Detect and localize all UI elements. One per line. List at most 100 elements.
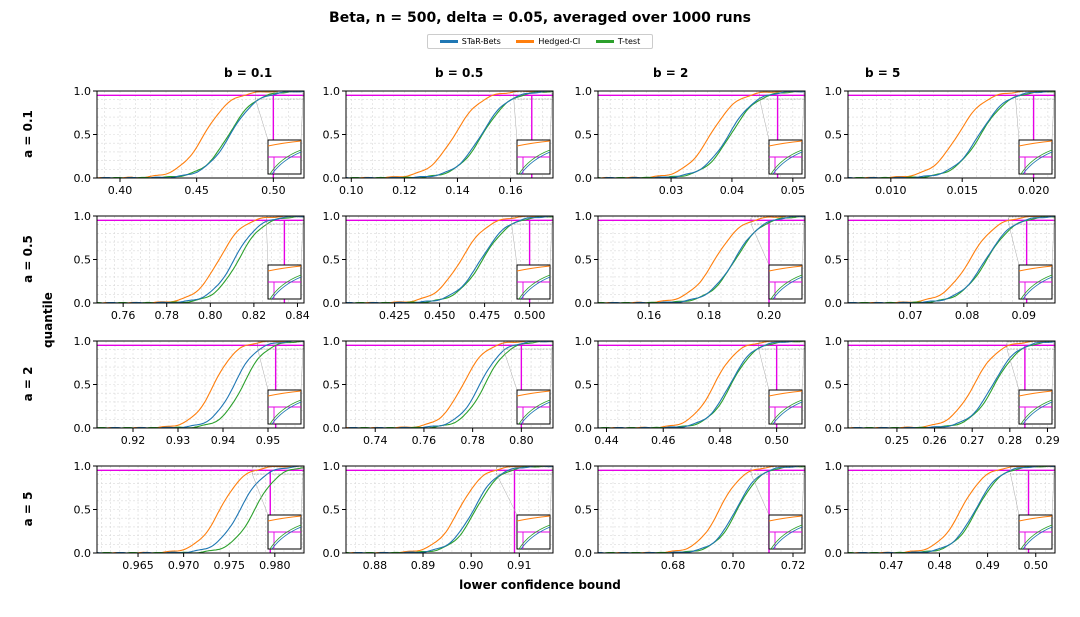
- subplot-r3-c4: 0.0 0.5 1.0 0.25 0.26 0.27 0.28 0.29: [825, 335, 1060, 447]
- y-tick-label: 0.5: [323, 379, 341, 392]
- inset-series-t-test: [770, 399, 803, 425]
- zoom-connector: [300, 98, 304, 141]
- inset-series-t-test: [1020, 274, 1053, 300]
- zoom-connector: [1051, 223, 1055, 266]
- x-tick-label: 0.78: [460, 434, 485, 447]
- y-tick-label: 0.0: [74, 297, 92, 310]
- x-tick-label: 0.44: [594, 434, 619, 447]
- legend-label-hedged-ci: Hedged-CI: [538, 37, 581, 46]
- subplot-r2-c3: 0.0 0.5 1.0 0.16 0.18 0.20: [575, 210, 806, 322]
- x-tick-label: 0.16: [637, 309, 662, 322]
- zoom-connector: [549, 223, 553, 266]
- y-tick-label: 0.5: [74, 254, 92, 267]
- x-tick-label: 0.03: [659, 184, 684, 197]
- x-tick-label: 0.78: [154, 309, 179, 322]
- x-tick-label: 0.25: [885, 434, 910, 447]
- inset-series-hedged-ci: [516, 515, 551, 522]
- x-tick-label: 0.020: [1018, 184, 1050, 197]
- column-title-3: b = 2: [653, 66, 689, 80]
- x-tick-label: 0.49: [975, 559, 1000, 572]
- y-tick-label: 0.0: [323, 172, 341, 185]
- zoom-connector: [1008, 223, 1020, 266]
- y-tick-label: 0.0: [825, 547, 843, 560]
- x-tick-label: 0.04: [720, 184, 745, 197]
- subplot-r1-c4: 0.0 0.5 1.0 0.010 0.015 0.020: [825, 85, 1056, 197]
- subplot-r3-c2: 0.0 0.5 1.0 0.74 0.76 0.78 0.80: [323, 335, 554, 447]
- subplot-r1-c1: 0.0 0.5 1.0 0.40 0.45 0.50: [74, 85, 305, 197]
- y-tick-label: 0.5: [74, 379, 92, 392]
- x-tick-label: 0.80: [198, 309, 223, 322]
- inset-series-t-test: [269, 524, 302, 550]
- zoom-connector: [496, 473, 518, 516]
- x-tick-label: 0.50: [1023, 559, 1048, 572]
- x-tick-label: 0.68: [661, 559, 686, 572]
- zoom-connector: [801, 348, 805, 391]
- x-tick-label: 0.450: [424, 309, 456, 322]
- y-tick-label: 0.5: [74, 504, 92, 517]
- inset-series-star-bets: [271, 526, 302, 550]
- y-tick-label: 0.0: [74, 422, 92, 435]
- zoom-connector: [549, 473, 553, 516]
- x-tick-label: 0.970: [168, 559, 200, 572]
- legend-item-hedged-ci: Hedged-CI: [516, 37, 580, 46]
- y-tick-label: 0.0: [575, 422, 593, 435]
- zoom-region-box: [496, 466, 553, 475]
- y-tick-label: 0.0: [74, 172, 92, 185]
- zoom-region-box: [257, 341, 304, 350]
- zoom-region-box: [251, 466, 304, 475]
- y-tick-label: 1.0: [575, 210, 593, 223]
- y-tick-label: 0.5: [825, 254, 843, 267]
- y-tick-label: 0.0: [825, 297, 843, 310]
- x-tick-label: 0.91: [507, 559, 532, 572]
- subplot-r4-c3: 0.0 0.5 1.0 0.68 0.70 0.72: [575, 460, 806, 572]
- zoom-connector: [511, 223, 518, 266]
- zoom-region-box: [503, 341, 553, 350]
- y-tick-label: 1.0: [323, 335, 341, 348]
- column-title-2: b = 0.5: [435, 66, 484, 80]
- y-tick-label: 0.5: [323, 129, 341, 142]
- x-tick-label: 0.40: [108, 184, 133, 197]
- inset-series-t-test: [770, 274, 803, 300]
- x-tick-label: 0.76: [111, 309, 136, 322]
- inset-series-t-test: [518, 524, 551, 550]
- x-tick-label: 0.26: [922, 434, 947, 447]
- x-tick-label: 0.015: [946, 184, 978, 197]
- zoom-connector: [801, 98, 805, 141]
- zoom-region-box: [1010, 466, 1055, 475]
- zoom-connector: [255, 98, 269, 141]
- legend-swatch-hedged-ci: [516, 40, 535, 43]
- y-tick-label: 1.0: [825, 85, 843, 98]
- inset-series-hedged-ci: [768, 140, 803, 147]
- subplot-r3-c1: 0.0 0.5 1.0 0.92 0.93 0.94 0.95: [74, 335, 305, 447]
- inset-series-star-bets: [772, 526, 803, 550]
- subplot-r4-c4: 0.0 0.5 1.0 0.47 0.48 0.49 0.50: [825, 460, 1056, 572]
- y-tick-label: 1.0: [323, 210, 341, 223]
- zoom-region-box: [511, 216, 553, 225]
- x-tick-label: 0.45: [184, 184, 209, 197]
- y-tick-label: 1.0: [575, 335, 593, 348]
- x-tick-label: 0.95: [256, 434, 281, 447]
- x-tick-label: 0.07: [898, 309, 923, 322]
- y-tick-label: 1.0: [74, 335, 92, 348]
- x-tick-label: 0.12: [392, 184, 417, 197]
- x-tick-label: 0.74: [363, 434, 388, 447]
- x-tick-label: 0.90: [459, 559, 484, 572]
- inset-series-star-bets: [271, 401, 302, 425]
- y-tick-label: 0.5: [575, 504, 593, 517]
- x-tick-label: 0.14: [445, 184, 470, 197]
- y-tick-label: 0.0: [323, 297, 341, 310]
- inset-series-star-bets: [772, 151, 803, 175]
- y-tick-label: 0.0: [825, 172, 843, 185]
- inset-series-hedged-ci: [1018, 515, 1053, 522]
- y-tick-label: 0.5: [825, 504, 843, 517]
- y-tick-label: 1.0: [74, 210, 92, 223]
- legend-item-star-bets: STaR-Bets: [439, 37, 501, 46]
- x-tick-label: 0.475: [469, 309, 501, 322]
- column-title-4: b = 5: [865, 66, 901, 80]
- x-tick-label: 0.70: [721, 559, 746, 572]
- inset-series-hedged-ci: [267, 515, 302, 522]
- inset-series-hedged-ci: [768, 390, 803, 397]
- subplot-r4-c1: 0.0 0.5 1.0 0.965 0.970 0.975 0.980: [74, 460, 305, 572]
- inset-series-star-bets: [1022, 151, 1053, 175]
